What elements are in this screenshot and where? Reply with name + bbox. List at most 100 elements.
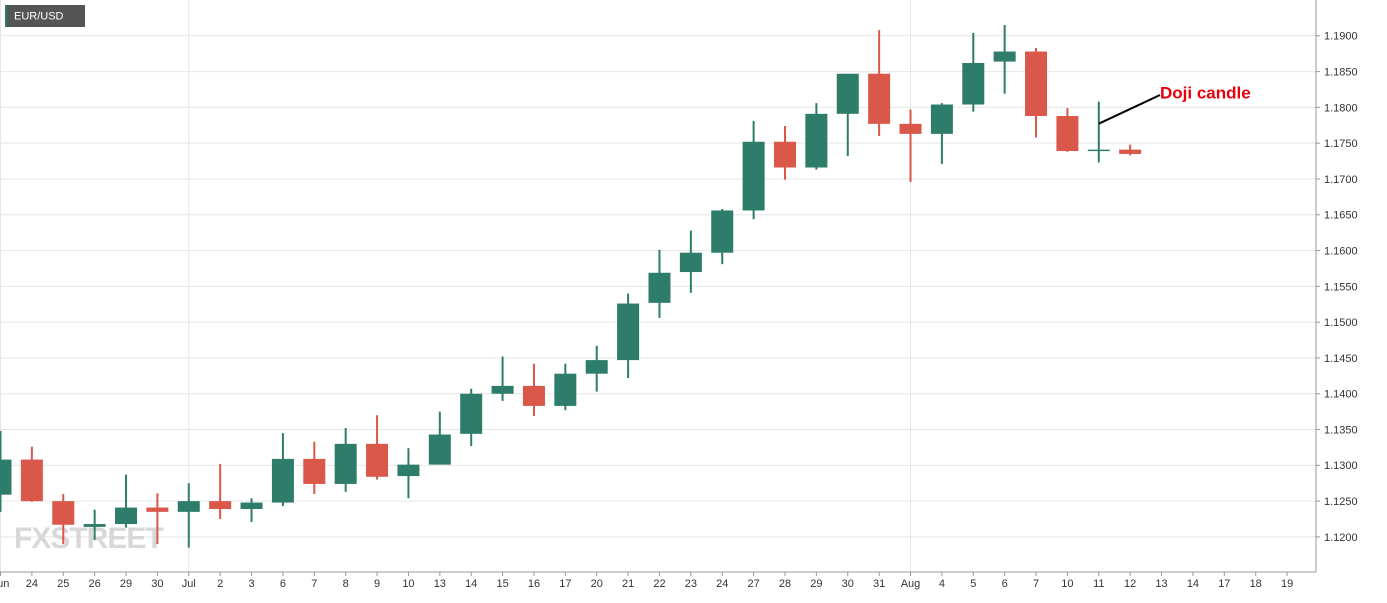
candle-body	[303, 458, 326, 484]
candle-body	[334, 443, 357, 484]
candle-body	[774, 141, 796, 168]
x-tick-label: 31	[873, 578, 885, 590]
candles	[0, 25, 1142, 548]
x-tick-label: 6	[280, 578, 286, 590]
y-tick-label: 1.1500	[1324, 317, 1358, 329]
x-tick-label: 27	[747, 578, 759, 590]
x-tick-label: 10	[402, 578, 414, 590]
x-tick-label: Jul	[182, 578, 196, 590]
candle-body	[1087, 149, 1110, 152]
y-tick-label: 1.1600	[1324, 245, 1358, 257]
y-tick-label: 1.1650	[1324, 210, 1358, 222]
candle-body	[460, 393, 483, 434]
candle-body	[554, 373, 577, 406]
candle-body	[146, 507, 169, 512]
candle-body	[711, 210, 734, 253]
x-tick-label: 22	[653, 578, 665, 590]
candle-body	[20, 459, 43, 502]
y-tick-label: 1.1350	[1324, 424, 1358, 436]
x-tick-label: 26	[89, 578, 101, 590]
x-tick-label: Jun	[0, 578, 9, 590]
y-tick-label: 1.1400	[1324, 389, 1358, 401]
y-tick-label: 1.1700	[1324, 174, 1358, 186]
x-tick-label: 7	[311, 578, 317, 590]
x-tick-label: 20	[591, 578, 603, 590]
candle-body	[962, 62, 985, 105]
x-tick-label: Aug	[901, 578, 921, 590]
candle-body	[83, 524, 106, 527]
x-tick-label: 25	[57, 578, 69, 590]
x-tick-label: 17	[1218, 578, 1230, 590]
candle-body	[209, 501, 232, 510]
candle-body	[899, 123, 922, 134]
x-tick-label: 7	[1033, 578, 1039, 590]
title-accent	[5, 5, 7, 27]
x-tick-label: 28	[779, 578, 791, 590]
chart-title: EUR/USD	[14, 10, 64, 22]
y-tick-label: 1.1900	[1324, 31, 1358, 43]
x-tick-label: 19	[1281, 578, 1293, 590]
x-tick-label: 17	[559, 578, 571, 590]
candle-body	[1056, 115, 1079, 152]
x-tick-label: 13	[1155, 578, 1167, 590]
x-tick-label: 2	[217, 578, 223, 590]
title-box	[5, 5, 85, 27]
x-tick-label: 3	[248, 578, 254, 590]
candle-body	[679, 252, 702, 273]
y-tick-label: 1.1550	[1324, 281, 1358, 293]
candle-body	[491, 385, 514, 394]
x-tick-label: 6	[1002, 578, 1008, 590]
x-tick-label: 21	[622, 578, 634, 590]
candle-body	[585, 360, 608, 374]
x-tick-label: 29	[120, 578, 132, 590]
candle-body	[0, 459, 12, 495]
y-tick-label: 1.1800	[1324, 102, 1358, 114]
y-tick-label: 1.1850	[1324, 66, 1358, 78]
candle-body	[993, 51, 1016, 62]
x-tick-label: 29	[810, 578, 822, 590]
x-tick-label: 10	[1061, 578, 1073, 590]
y-tick-label: 1.1450	[1324, 353, 1358, 365]
y-tick-label: 1.1250	[1324, 496, 1358, 508]
axes: 1.1200 1.1250 1.1300 1.1350 1.1400 1.1450 1.15…	[0, 0, 1358, 590]
x-tick-label: 24	[716, 578, 728, 590]
x-tick-label: 16	[528, 578, 540, 590]
grid	[0, 0, 1316, 572]
x-tick-label: 30	[151, 578, 163, 590]
candle-body	[428, 434, 451, 465]
candle-body	[742, 141, 765, 211]
watermark: FXSTREET	[14, 522, 163, 555]
y-tick-label: 1.1750	[1324, 138, 1358, 150]
candle-body	[617, 303, 640, 361]
candle-body	[930, 104, 953, 134]
x-tick-label: 18	[1250, 578, 1262, 590]
candle-body	[522, 385, 545, 406]
x-tick-label: 23	[685, 578, 697, 590]
candle-body	[1119, 149, 1142, 154]
candle-body	[805, 113, 828, 168]
x-tick-label: 5	[970, 578, 976, 590]
x-tick-label: 11	[1093, 578, 1104, 590]
x-tick-label: 12	[1124, 578, 1136, 590]
candle-body	[366, 443, 389, 477]
candle-body	[271, 458, 294, 503]
candle-body	[397, 464, 420, 477]
candle-body	[648, 272, 671, 303]
candle-body	[115, 507, 138, 525]
x-tick-label: 15	[496, 578, 508, 590]
annotation: Doji candle	[1160, 83, 1251, 102]
candle-body	[177, 501, 200, 512]
candle-body	[240, 502, 263, 510]
candle-body	[836, 73, 859, 114]
x-tick-label: 4	[939, 578, 945, 590]
y-tick-label: 1.1200	[1324, 532, 1358, 544]
y-tick-label: 1.1300	[1324, 460, 1358, 472]
x-tick-label: 30	[842, 578, 854, 590]
x-tick-label: 9	[374, 578, 380, 590]
x-tick-label: 14	[1187, 578, 1199, 590]
x-tick-label: 8	[343, 578, 349, 590]
x-tick-label: 13	[434, 578, 446, 590]
annotation-line	[1098, 94, 1161, 125]
